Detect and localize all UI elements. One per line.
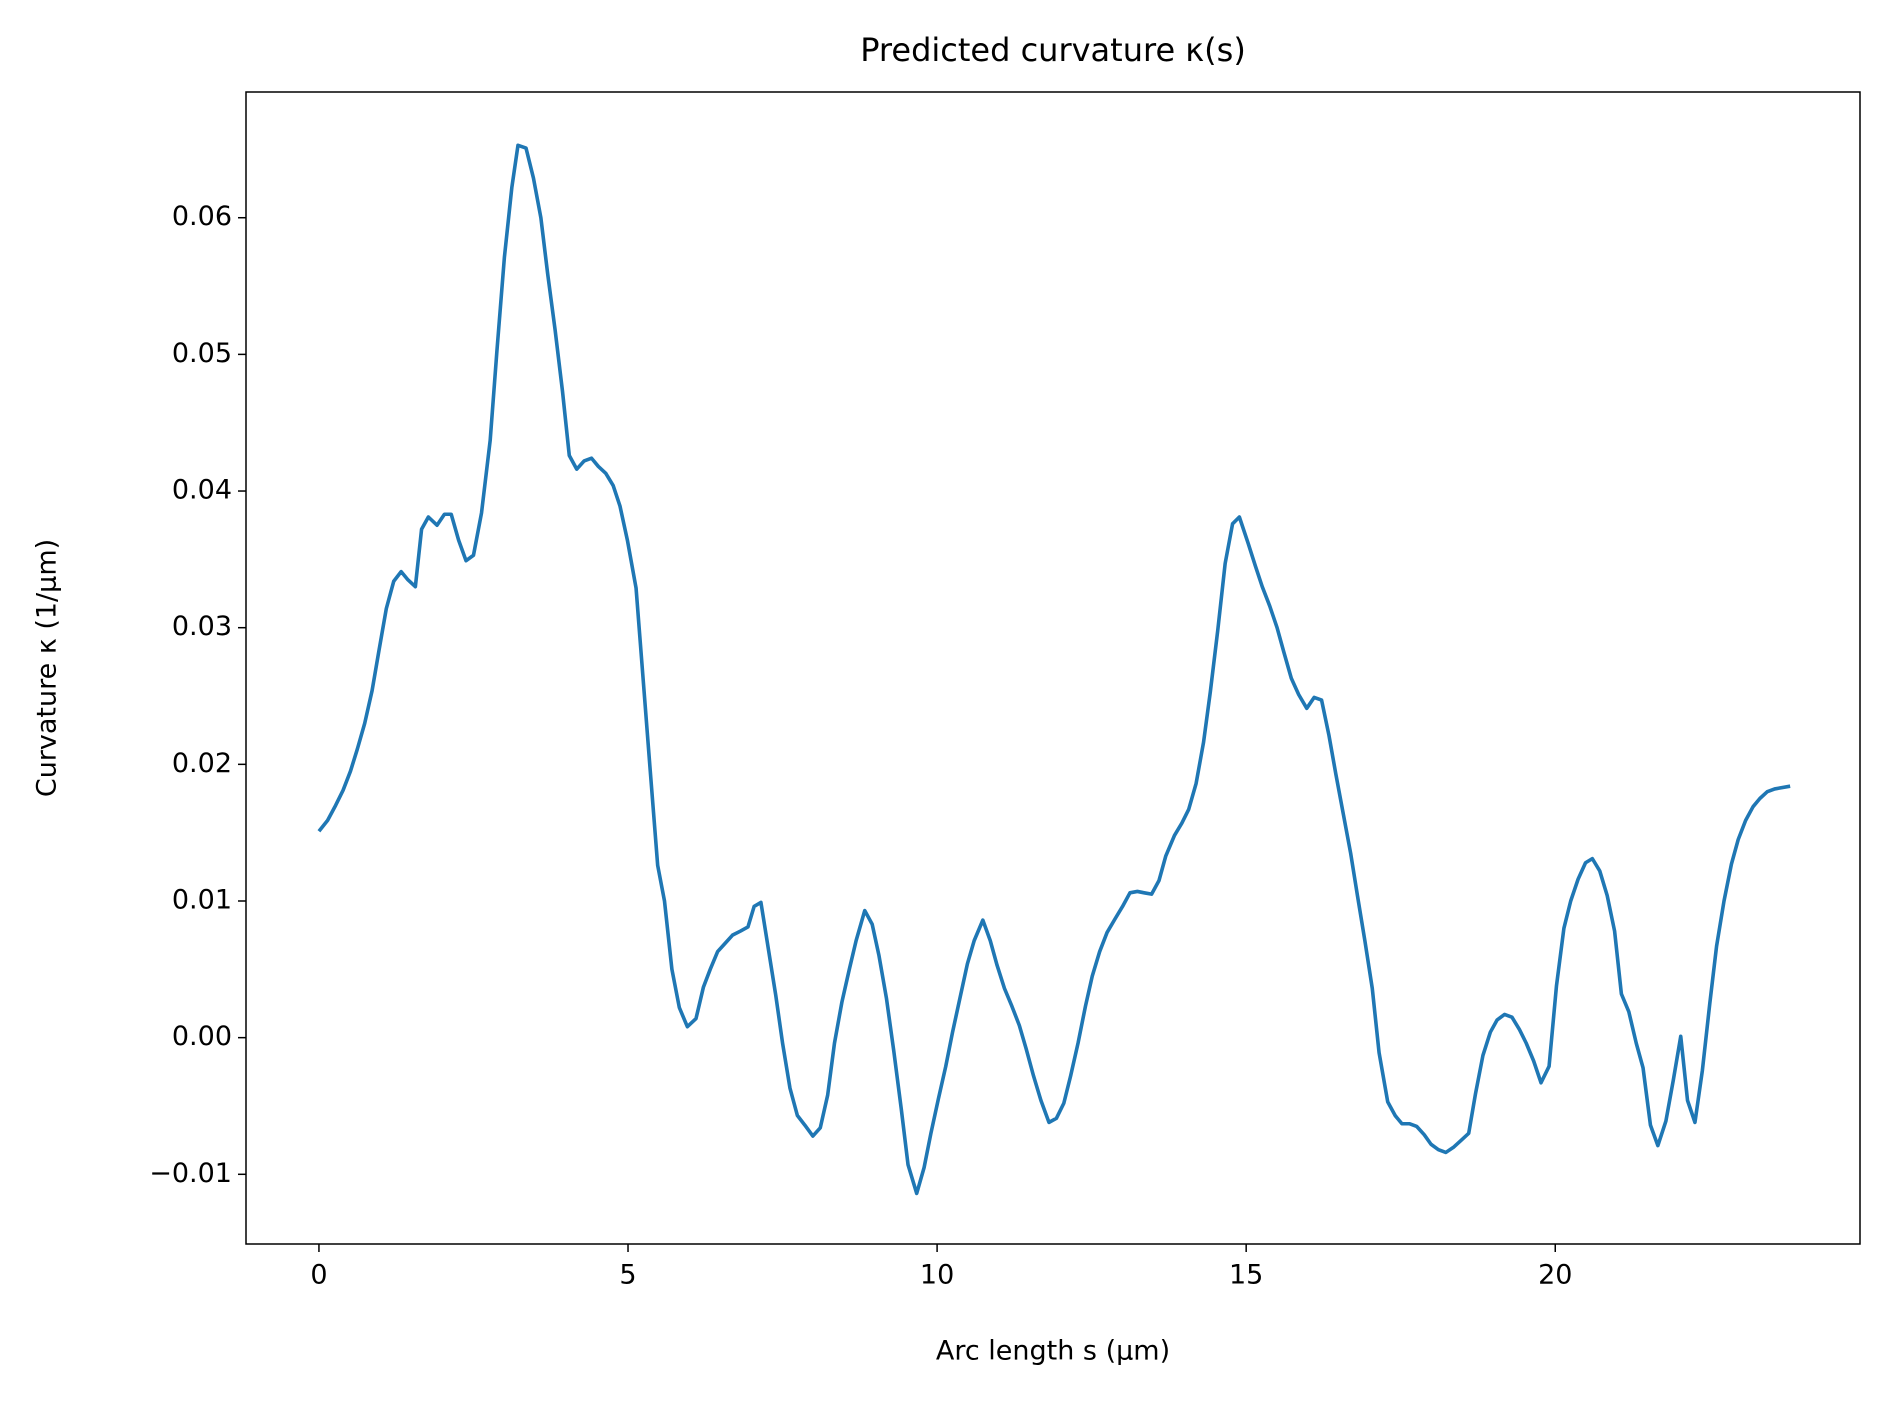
y-tick-label: 0.03 bbox=[172, 611, 232, 642]
y-axis-label: Curvature κ (1/µm) bbox=[32, 539, 63, 797]
y-tick-label: −0.01 bbox=[149, 1158, 232, 1189]
y-tick-label: 0.04 bbox=[172, 475, 232, 506]
x-tick-label: 10 bbox=[920, 1260, 954, 1291]
y-tick-label: 0.01 bbox=[172, 884, 232, 915]
y-tick-label: 0.02 bbox=[172, 748, 232, 779]
x-tick-label: 15 bbox=[1229, 1260, 1263, 1291]
y-tick-label: 0.06 bbox=[172, 201, 232, 232]
y-tick-label: 0.00 bbox=[172, 1021, 232, 1052]
line-series bbox=[317, 143, 1791, 1196]
y-tick-label: 0.05 bbox=[172, 338, 232, 369]
x-tick-label: 20 bbox=[1538, 1260, 1572, 1291]
x-tick-label: 5 bbox=[619, 1260, 636, 1291]
x-axis-label: Arc length s (µm) bbox=[936, 1336, 1170, 1367]
x-tick-label: 0 bbox=[310, 1260, 327, 1291]
chart-title: Predicted curvature κ(s) bbox=[860, 31, 1246, 69]
plot-frame bbox=[245, 91, 1861, 1245]
